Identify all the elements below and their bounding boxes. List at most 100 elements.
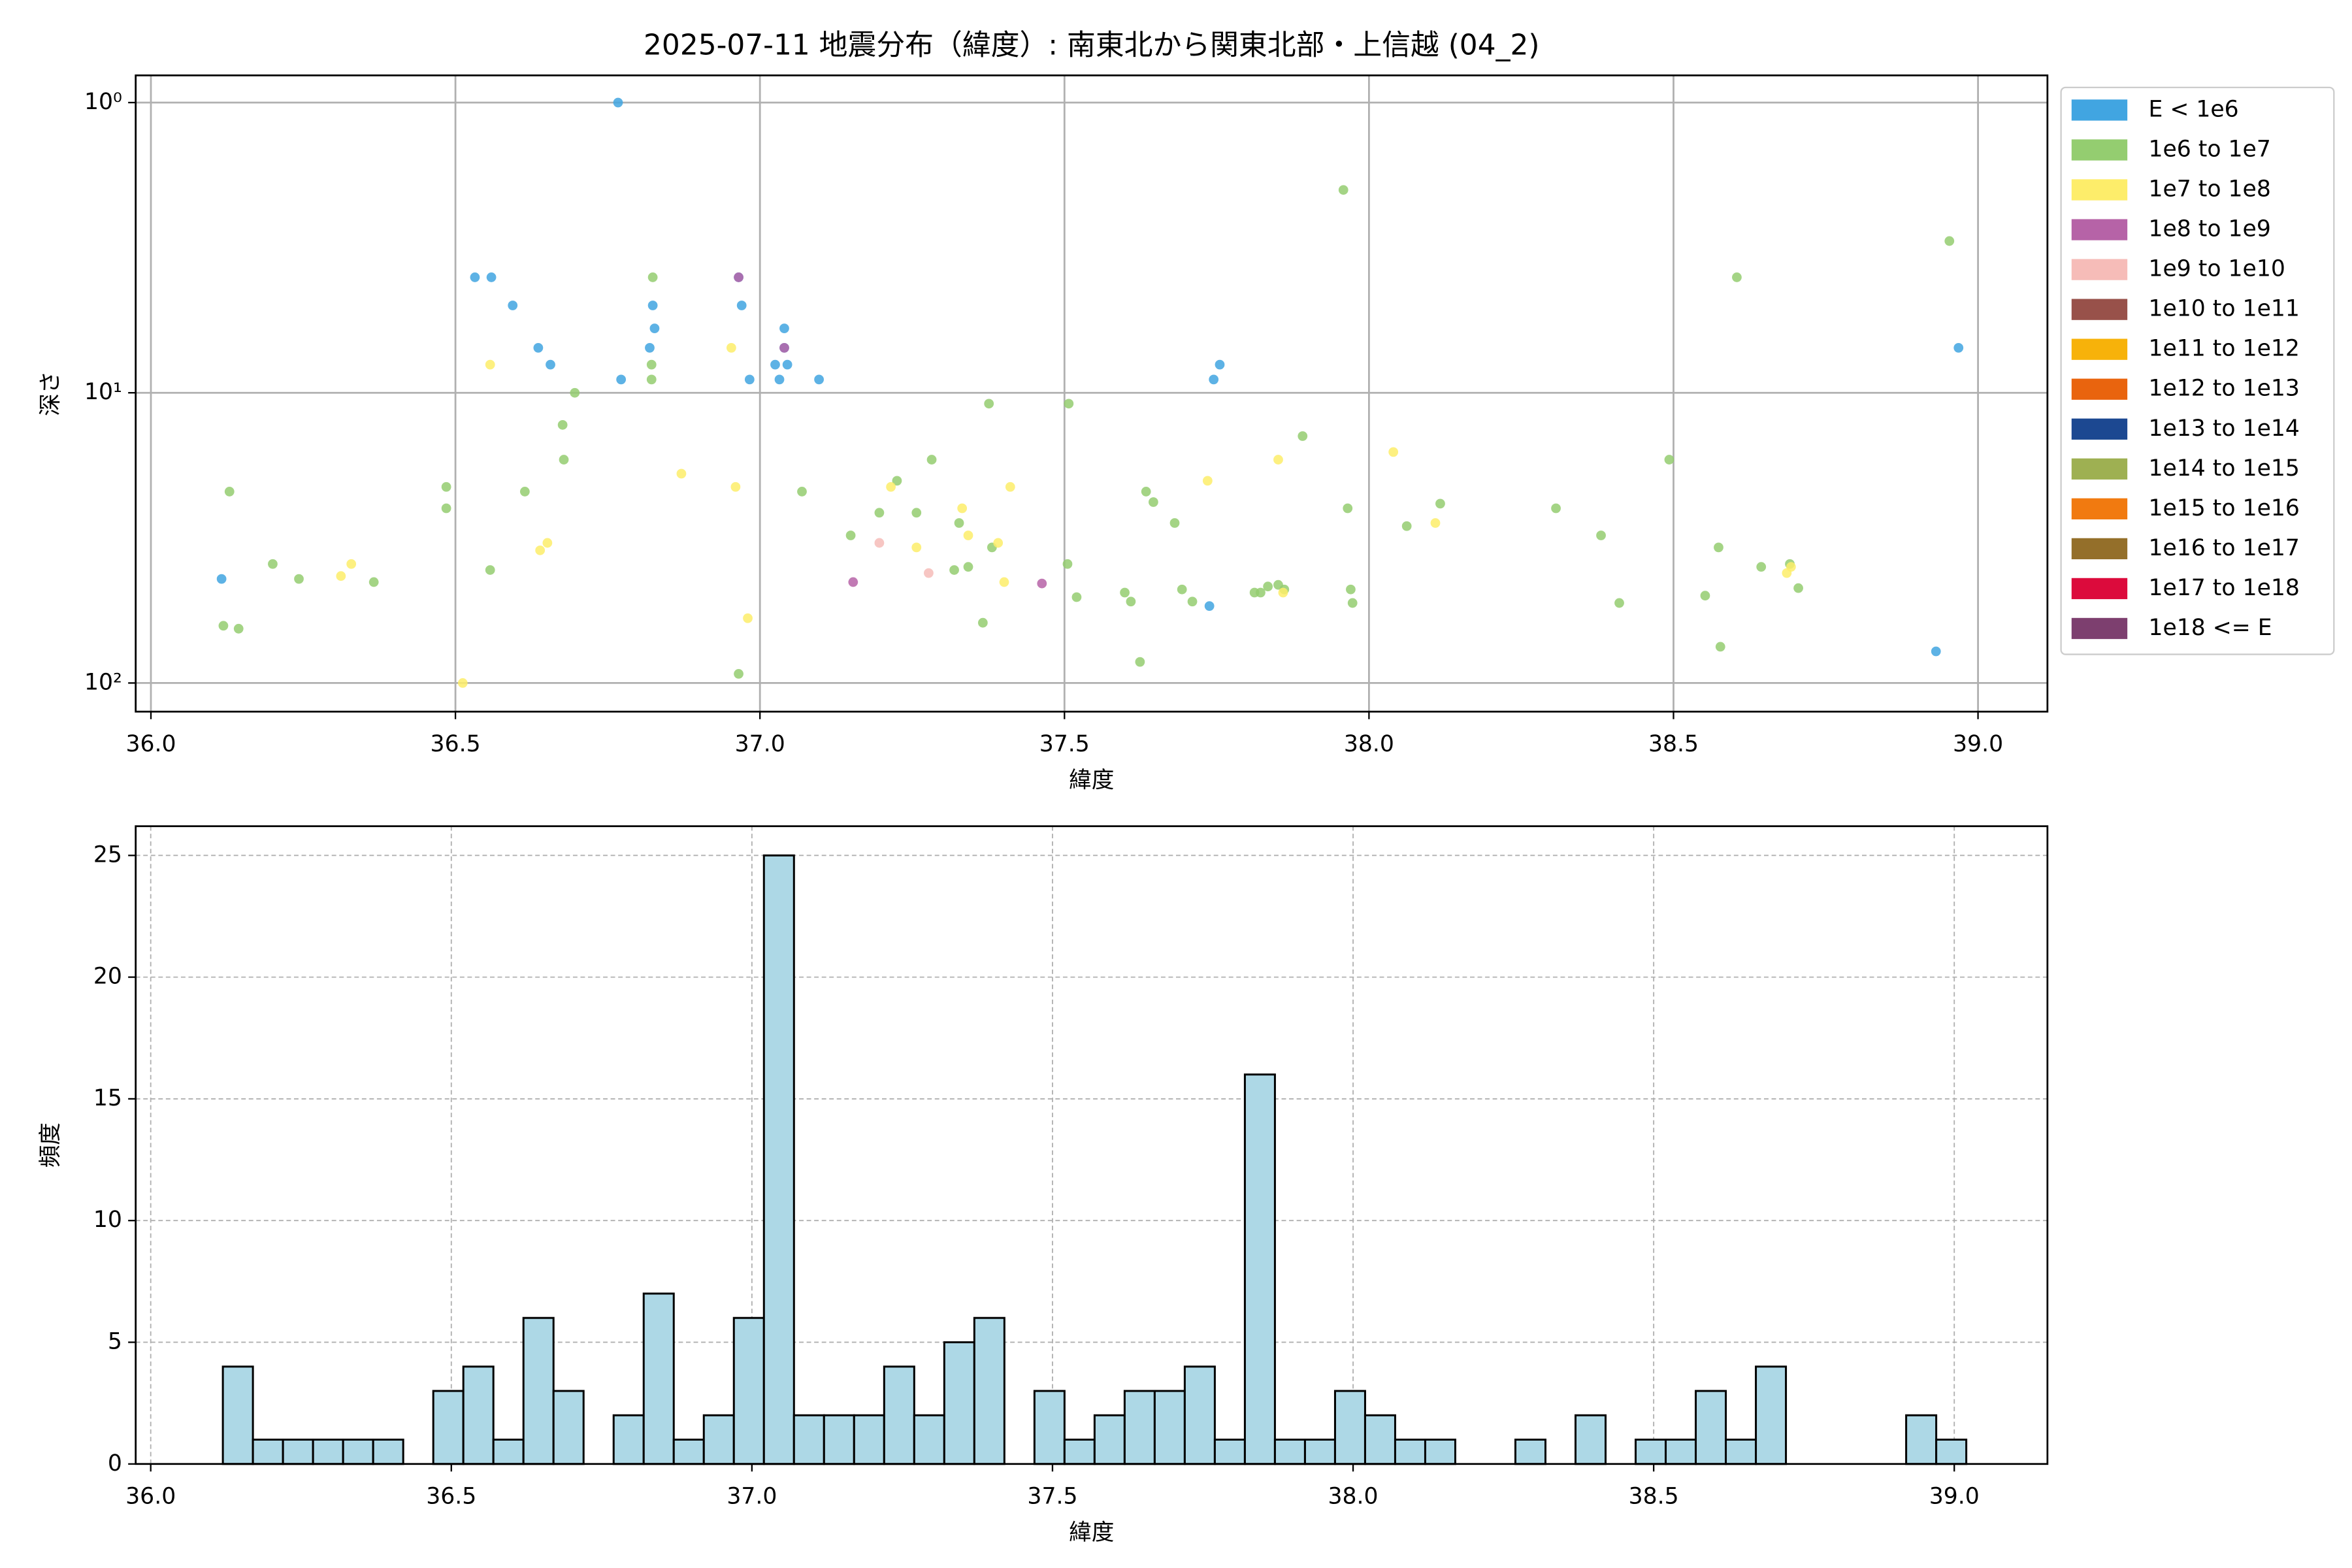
bar: [973, 1316, 1005, 1465]
point: [924, 568, 934, 578]
legend-label: 1e7 to 1e8: [2148, 176, 2270, 203]
point: [1732, 272, 1742, 282]
point: [730, 482, 741, 492]
bar: [312, 1439, 344, 1465]
point: [218, 621, 229, 631]
point: [1944, 236, 1955, 246]
legend-swatch: [2071, 578, 2128, 600]
point: [892, 476, 902, 486]
point: [676, 468, 687, 479]
point: [216, 574, 227, 584]
bar: [1183, 1365, 1216, 1465]
point: [1614, 598, 1624, 608]
x-tick-label: 36.5: [426, 1484, 476, 1510]
point: [546, 359, 555, 370]
point: [848, 577, 858, 587]
point: [957, 503, 968, 514]
point: [1204, 601, 1215, 611]
bar: [1303, 1439, 1336, 1465]
point: [874, 508, 885, 518]
legend-swatch: [2071, 259, 2128, 280]
point: [770, 359, 780, 370]
point: [1786, 562, 1796, 572]
point: [999, 577, 1009, 587]
point: [726, 343, 736, 353]
point: [647, 301, 658, 310]
bar: [792, 1414, 825, 1465]
plot-frame: [135, 825, 2049, 1465]
point: [646, 374, 657, 385]
point: [814, 374, 824, 385]
point: [963, 531, 973, 540]
point: [533, 343, 544, 353]
point: [470, 272, 480, 282]
point: [1177, 584, 1187, 595]
x-axis-label: 緯度: [1069, 1520, 1114, 1546]
bar: [1333, 1390, 1366, 1465]
legend-label: E < 1e6: [2148, 96, 2238, 122]
point: [1071, 592, 1082, 602]
bar: [1514, 1439, 1547, 1465]
bar: [552, 1390, 585, 1465]
legend-label: 1e6 to 1e7: [2148, 136, 2270, 162]
point: [926, 455, 937, 465]
point: [1931, 646, 1941, 657]
point: [519, 487, 530, 497]
point: [557, 419, 568, 430]
point: [911, 542, 922, 553]
legend-swatch: [2071, 538, 2128, 560]
point: [268, 559, 278, 569]
point: [346, 559, 357, 569]
point: [1273, 455, 1283, 465]
bar: [762, 854, 795, 1465]
bar: [372, 1439, 404, 1465]
point: [874, 538, 885, 548]
point: [993, 538, 1004, 548]
x-tick-label: 36.0: [125, 1484, 176, 1510]
bar: [1364, 1414, 1396, 1465]
bar: [1935, 1439, 1968, 1465]
point: [441, 503, 451, 514]
bar: [282, 1439, 314, 1465]
x-tick-label: 39.0: [1929, 1484, 1980, 1510]
point: [744, 374, 755, 385]
bar: [913, 1414, 945, 1465]
point: [457, 678, 468, 688]
point: [1120, 587, 1130, 598]
bar: [823, 1414, 855, 1465]
point: [1346, 584, 1356, 595]
bar: [1153, 1390, 1186, 1465]
point: [734, 272, 743, 282]
point: [616, 374, 627, 385]
plot-frame: [135, 74, 2049, 713]
y-axis-label: 頻度: [37, 1122, 63, 1168]
point: [1278, 587, 1288, 598]
legend-label: 1e17 to 1e18: [2148, 575, 2299, 601]
point: [1135, 657, 1145, 667]
legend-label: 1e9 to 1e10: [2148, 256, 2285, 282]
point: [1715, 642, 1725, 652]
legend-swatch: [2071, 617, 2128, 640]
point: [1209, 374, 1219, 385]
point: [570, 387, 580, 398]
x-tick-label: 36.5: [431, 731, 481, 757]
bar: [1755, 1365, 1788, 1465]
legend-box: [2060, 86, 2335, 655]
bar: [1063, 1439, 1096, 1465]
point: [1388, 447, 1399, 457]
point: [734, 669, 743, 679]
y-tick-label: 25: [93, 841, 122, 868]
legend-swatch: [2071, 139, 2128, 161]
point: [294, 574, 304, 584]
bar: [943, 1341, 975, 1465]
x-axis-label: 緯度: [1069, 767, 1114, 793]
point: [1149, 497, 1158, 507]
point: [508, 301, 518, 310]
bar: [1033, 1390, 1066, 1465]
point: [736, 301, 747, 310]
bar: [1093, 1414, 1126, 1465]
bar: [342, 1439, 374, 1465]
bar: [1575, 1414, 1607, 1465]
point: [1256, 587, 1266, 598]
point: [485, 359, 495, 370]
